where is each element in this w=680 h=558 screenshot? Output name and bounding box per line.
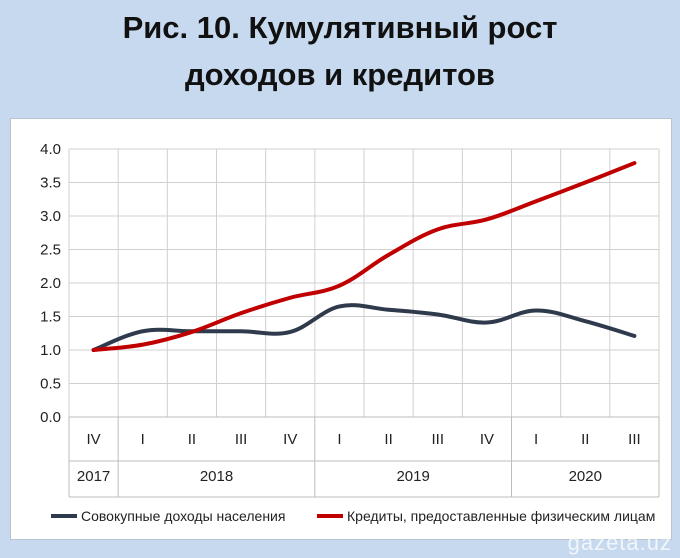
y-tick-label: 1.5 (40, 309, 61, 326)
line-chart: 0.00.51.01.52.02.53.03.54.0IV I II III IV I II… (40, 141, 660, 524)
grid-layer (68, 148, 660, 418)
x-tick-label: IV (480, 431, 494, 448)
title-line-2: доходов и кредитов (185, 57, 495, 92)
x-tick-label: II (188, 431, 196, 448)
x-tick-label: I (141, 431, 145, 448)
y-tick-label: 1.0 (40, 342, 61, 359)
x-tick-label: I (337, 431, 341, 448)
title-line-1: Рис. 10. Кумулятивный рост (122, 10, 558, 45)
page-title: Рис. 10. Кумулятивный рост доходов и кре… (0, 4, 680, 98)
legend: Совокупные доходы населения Кредиты, пред… (51, 508, 655, 524)
legend-label: Кредиты, предоставленные физическим лица… (347, 508, 655, 524)
y-tick-label: 0.0 (40, 409, 61, 426)
series-line-1 (91, 303, 637, 352)
year-label: 2018 (200, 468, 233, 485)
chart-panel: 0.0 0.5 1.0 1.5 2.0 2.5 3.0 3.5 4.0 IV I II III IV I II… (10, 118, 672, 540)
y-tick-label: 4.0 (40, 141, 61, 158)
legend-label: Совокупные доходы населения (81, 508, 285, 524)
x-tick-label: I (534, 431, 538, 448)
x-tick-label: III (431, 431, 444, 448)
x-tick-label: IV (283, 431, 297, 448)
watermark: gazeta.uz (567, 530, 672, 555)
axis-layer: 0.00.51.01.52.02.53.03.54.0IV I II III IV I II… (40, 141, 660, 498)
year-label: 2020 (569, 468, 602, 485)
y-tick-label: 3.5 (40, 175, 61, 192)
x-tick-label: IV (86, 431, 100, 448)
y-tick-label: 3.0 (40, 208, 61, 225)
x-tick-label: III (235, 431, 248, 448)
x-tick-label: II (581, 431, 589, 448)
y-tick-label: 2.5 (40, 242, 61, 259)
year-label: 2019 (396, 468, 429, 485)
year-label: 2017 (77, 468, 110, 485)
y-tick-label: 0.5 (40, 376, 61, 393)
series-line-2 (91, 161, 637, 352)
x-tick-label: II (384, 431, 392, 448)
y-tick-label: 2.0 (40, 275, 61, 292)
x-tick-label: III (628, 431, 641, 448)
series-layer (91, 161, 637, 352)
